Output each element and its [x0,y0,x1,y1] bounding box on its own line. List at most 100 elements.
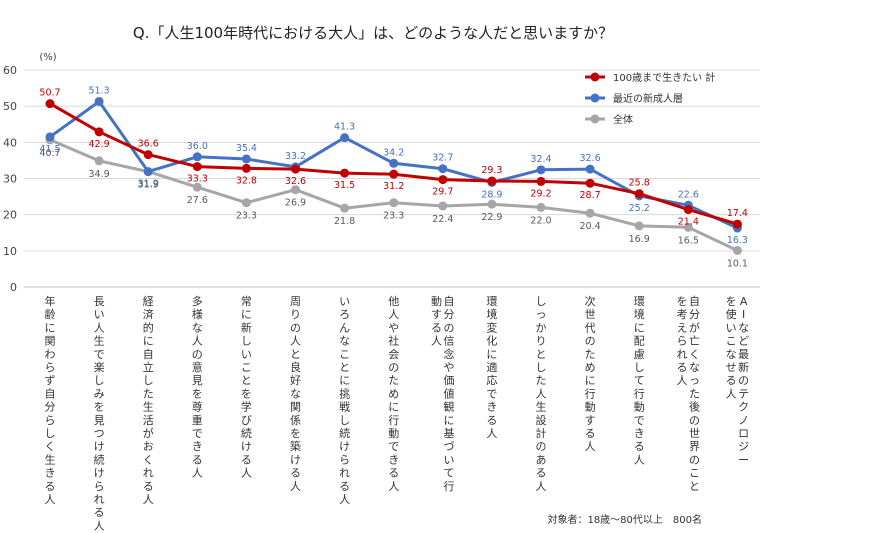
x-category-char: る [192,453,203,466]
x-category-char: 関 [45,335,56,348]
data-point [94,156,104,166]
data-label: 34.2 [383,147,404,158]
x-category-char: り [290,308,301,321]
x-category-char: え [677,321,688,334]
x-category-char: た [388,374,399,387]
x-category-char: な [726,348,737,361]
x-category-char: 戦 [339,401,350,414]
x-category-char: い [339,295,350,308]
x-category-char: こ [241,361,252,374]
x-category-char: 人 [94,519,105,532]
x-category-char: で [192,427,203,440]
data-label: 26.9 [285,198,306,209]
x-category-char: 代 [585,321,596,334]
data-point [487,199,497,209]
x-category-char: し [634,361,645,374]
y-tick-label: 50 [3,100,17,113]
x-category-char: の [689,453,700,466]
x-category-char: 人 [192,467,203,480]
data-label: 29.7 [432,187,453,198]
data-label: 32.8 [236,175,257,186]
x-category-char: を [94,401,105,414]
x-category-char: 信 [444,335,455,348]
x-category-char: い [241,348,252,361]
x-category-char: な [192,321,203,334]
x-category-char: 分 [444,308,455,321]
x-category-char: ん [339,321,350,334]
x-category-char: 分 [689,308,700,321]
x-category-char: で [486,387,497,400]
x-category-char: ー [738,453,749,466]
y-tick-label: 20 [3,209,17,222]
x-category-char: し [536,295,547,308]
data-point [192,182,202,192]
x-category-char: 続 [94,452,105,466]
x-category-char: の [192,348,203,361]
x-category-char: ら [94,480,105,493]
x-category-char: け [94,467,105,480]
data-point [438,175,448,185]
x-category-char: 学 [241,400,252,414]
x-category-char: 経 [143,295,154,308]
x-category-char: が [689,320,700,334]
data-label: 40.7 [39,148,60,159]
x-category-char: 人 [45,493,56,506]
x-category-char: く [689,348,700,361]
x-category-char: 設 [536,413,547,427]
x-category-char: の [689,414,700,427]
data-label: 28.7 [580,190,601,201]
x-category-char: 自 [45,387,56,400]
data-point [192,152,202,162]
x-category-char: 計 [536,426,547,440]
x-category-char: す [585,414,596,427]
x-category-char: 続 [339,426,350,440]
x-category-char: 人 [290,335,301,348]
x-category-char: 関 [290,401,301,414]
x-category-char: た [143,387,154,400]
data-point [291,185,300,195]
x-category-char: A [740,295,748,308]
x-category-char: 人 [388,480,399,493]
x-category-char: 重 [192,413,203,427]
x-category-char: け [290,453,301,466]
x-category-char: 亡 [689,334,700,348]
data-point [45,99,55,109]
x-category-char: ら [677,335,688,348]
y-tick-label: 60 [3,64,17,77]
x-category-char: こ [726,335,737,348]
y-unit-label: (%) [39,52,56,63]
data-point [536,176,546,186]
x-category-char: き [192,440,203,453]
data-label: 22.0 [530,215,551,226]
x-category-char: れ [143,467,154,480]
x-category-char: 値 [444,387,455,400]
data-label: 17.4 [727,208,748,219]
x-category-char: か [536,321,547,334]
data-point [340,203,350,213]
x-category-char: 見 [192,374,203,387]
x-category-char: 境 [634,307,645,321]
x-category-char: 慮 [634,347,645,361]
x-category-char: る [241,453,252,466]
x-category-char: の [388,361,399,374]
x-category-char: な [689,361,700,374]
x-category-char: 世 [585,308,596,321]
data-point [94,96,104,106]
x-category-char: し [45,427,56,440]
x-category-char: に [585,374,596,387]
x-category-char: た [585,348,596,361]
x-category-char: る [339,480,350,493]
data-points [45,96,742,255]
x-category-char: め [388,387,399,400]
x-category-char: I [742,308,745,321]
data-label: 32.6 [580,153,601,164]
x-category-char: た [689,387,700,400]
x-category-char: 築 [290,439,301,453]
x-category-char: し [94,374,105,387]
data-point [389,158,399,168]
x-category-char: 会 [388,348,399,361]
data-point [683,222,693,232]
legend-marker [590,93,600,103]
data-label: 36.6 [138,139,159,150]
